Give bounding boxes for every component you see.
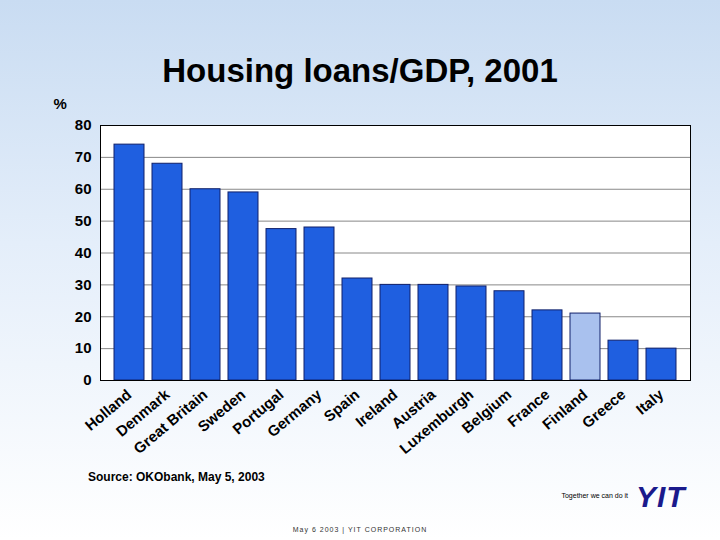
svg-text:30: 30 [75, 276, 92, 293]
svg-text:Holland: Holland [81, 385, 135, 434]
svg-text:10: 10 [75, 339, 92, 356]
svg-text:Finland: Finland [539, 386, 591, 433]
html-text:YIT: YIT [636, 480, 686, 513]
svg-text:Denmark: Denmark [112, 385, 173, 440]
svg-text:40: 40 [75, 244, 92, 261]
svg-text:50: 50 [75, 212, 92, 229]
html-text:Housing loans/GDP, 2001: Housing loans/GDP, 2001 [162, 52, 558, 89]
html-text:May 6 2003 | YIT CORPORATION: May 6 2003 | YIT CORPORATION [292, 526, 428, 533]
svg-text:Portugal: Portugal [229, 385, 287, 438]
svg-text:Austria: Austria [388, 385, 439, 432]
svg-text:Spain: Spain [320, 385, 363, 425]
svg-text:Italy: Italy [633, 385, 667, 418]
svg-text:%: % [54, 95, 67, 112]
svg-text:Luxemburgh: Luxemburgh [396, 385, 477, 457]
html-text:Together we can do it: Together we can do it [561, 492, 628, 499]
svg-text:70: 70 [75, 148, 92, 165]
svg-text:Sweden: Sweden [194, 385, 249, 435]
svg-text:Ireland: Ireland [351, 385, 401, 431]
svg-text:Greece: Greece [579, 386, 629, 432]
svg-text:Great Britain: Great Britain [130, 385, 211, 457]
svg-text:60: 60 [75, 180, 92, 197]
svg-text:0: 0 [83, 371, 91, 388]
svg-text:80: 80 [75, 116, 92, 133]
html-text:Source: OKObank, May 5, 2003: Source: OKObank, May 5, 2003 [88, 470, 265, 484]
svg-text:20: 20 [75, 308, 92, 325]
svg-text:France: France [503, 385, 553, 431]
svg-text:Germany: Germany [264, 385, 325, 440]
svg-text:Belgium: Belgium [458, 386, 514, 437]
